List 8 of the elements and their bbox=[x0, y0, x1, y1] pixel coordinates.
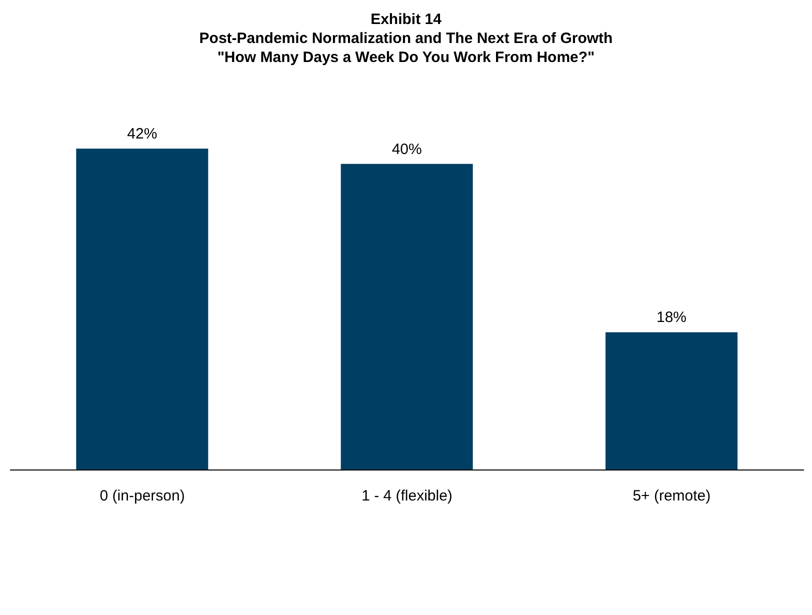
data-label: 18% bbox=[656, 309, 687, 326]
chart-subtitle: Post-Pandemic Normalization and The Next Era of Growth "How Many Days a Week Do You Work From Home?" bbox=[198, 29, 614, 67]
x-tick-label: 5+ (remote) bbox=[632, 488, 711, 505]
x-tick-label: 0 (in-person) bbox=[100, 488, 185, 505]
x-tick-label: 1 - 4 (flexible) bbox=[362, 488, 452, 505]
data-label: 40% bbox=[392, 140, 422, 158]
data-label: 42% bbox=[127, 126, 158, 143]
chart-title: Exhibit 14 bbox=[370, 10, 442, 29]
